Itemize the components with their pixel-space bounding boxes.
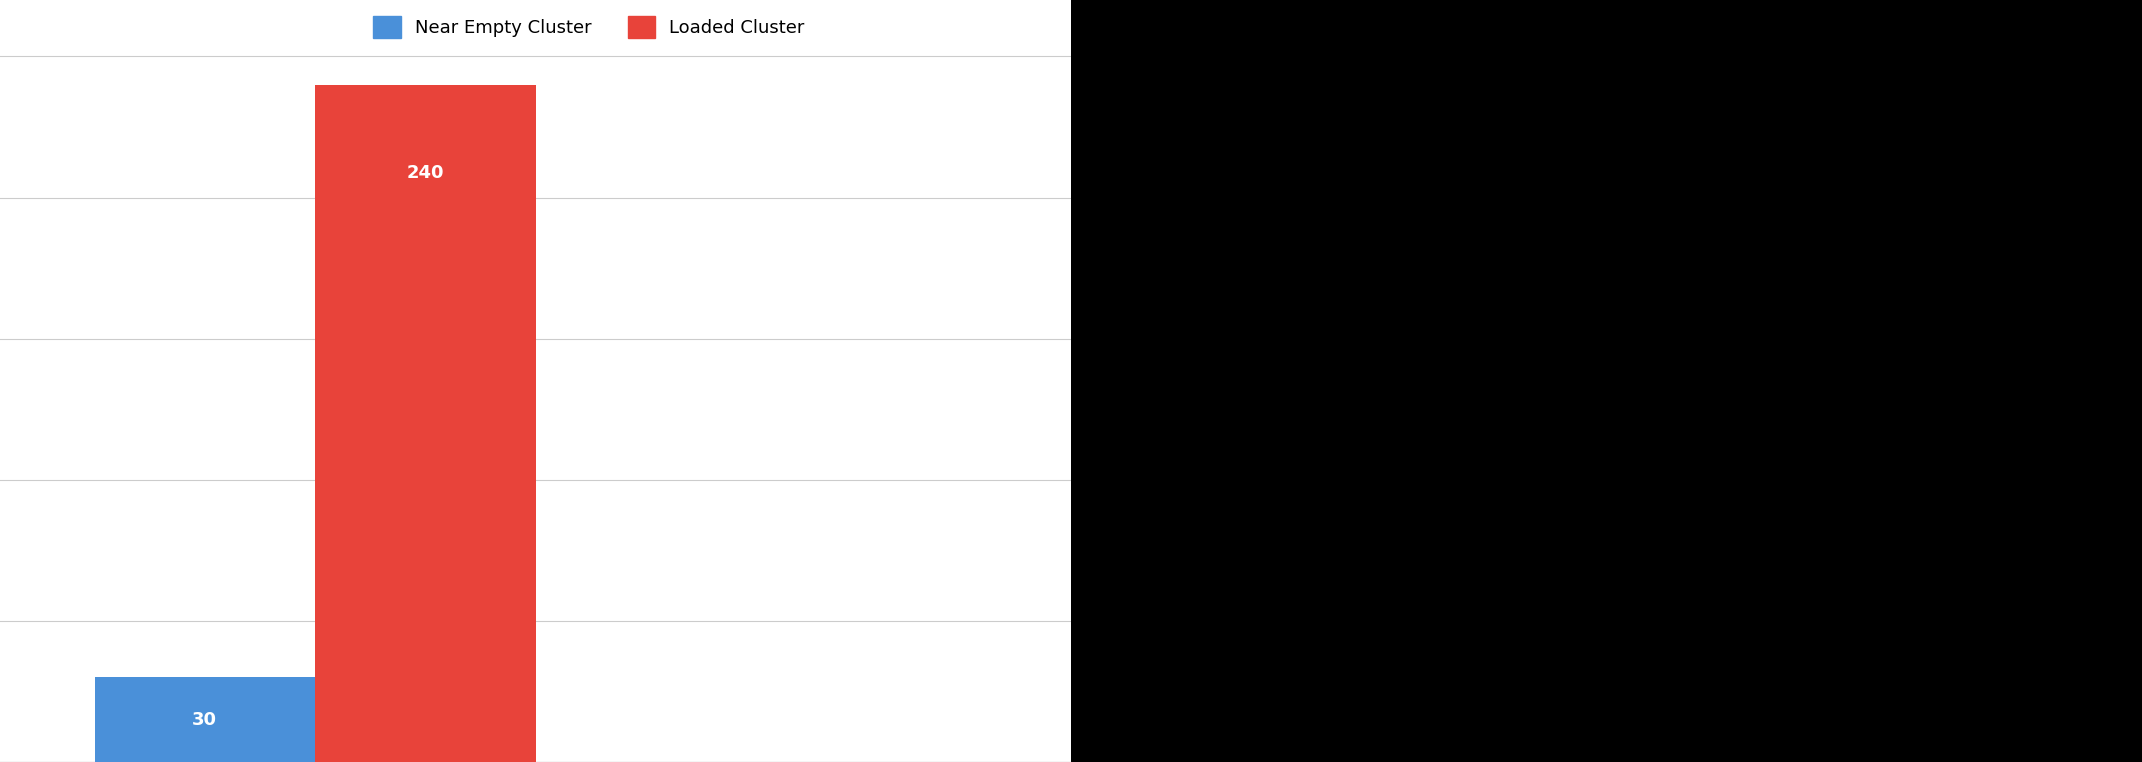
Bar (315, 85, 536, 762)
Bar (94, 677, 315, 762)
Text: 240: 240 (407, 164, 443, 181)
Legend: Near Empty Cluster, Loaded Cluster: Near Empty Cluster, Loaded Cluster (366, 9, 812, 46)
Text: 30: 30 (193, 711, 216, 728)
